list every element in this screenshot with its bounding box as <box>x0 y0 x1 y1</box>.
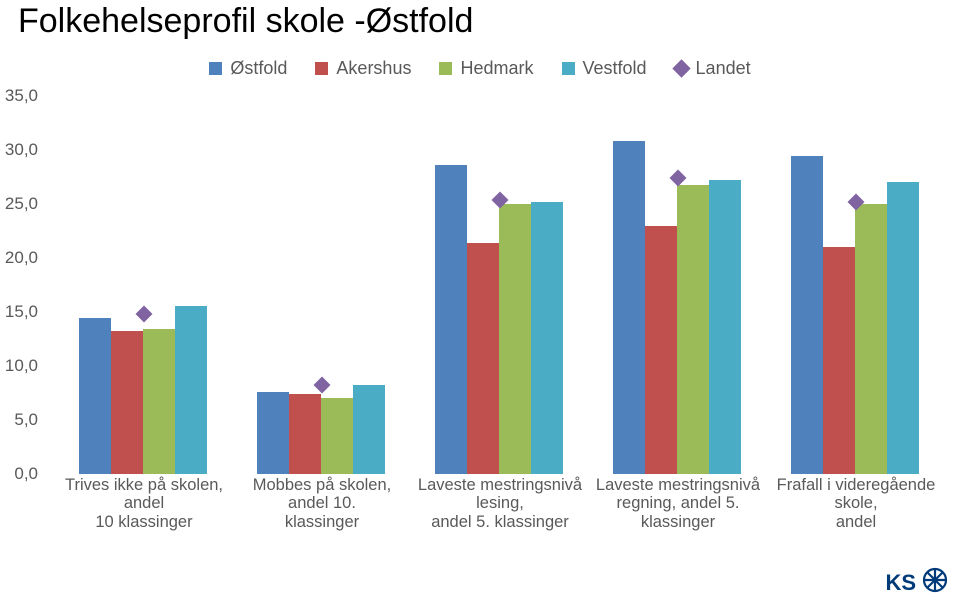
bar-cluster <box>791 96 921 474</box>
ks-logo-text: KS <box>885 570 916 596</box>
legend-swatch-icon <box>315 62 328 75</box>
bar <box>823 247 855 474</box>
landet-marker-icon <box>136 306 153 323</box>
bar-cluster <box>79 96 209 474</box>
legend-item: Hedmark <box>439 58 533 79</box>
y-tick-label: 15,0 <box>5 302 38 322</box>
legend-diamond-icon <box>672 59 690 77</box>
y-tick-label: 0,0 <box>14 464 38 484</box>
legend: Østfold Akershus Hedmark Vestfold Landet <box>0 58 960 79</box>
y-tick-label: 5,0 <box>14 410 38 430</box>
legend-item: Østfold <box>209 58 287 79</box>
x-category-label: Laveste mestringsnivåregning, andel 5. k… <box>589 476 767 531</box>
bar <box>79 318 111 474</box>
bar-cluster <box>435 96 565 474</box>
bar <box>887 182 919 474</box>
x-category-label: Mobbes på skolen, andel 10.klassinger <box>233 476 411 531</box>
bar <box>289 394 321 474</box>
page-title: Folkehelseprofil skole -Østfold <box>18 2 473 41</box>
y-tick-label: 25,0 <box>5 194 38 214</box>
x-category-label: Trives ikke på skolen, andel10 klassinge… <box>55 476 233 531</box>
bar <box>613 141 645 474</box>
y-tick-label: 35,0 <box>5 86 38 106</box>
bar <box>175 306 207 474</box>
x-category-label: Laveste mestringsnivå lesing,andel 5. kl… <box>411 476 589 531</box>
legend-label: Østfold <box>230 58 287 79</box>
bar-cluster <box>257 96 387 474</box>
plot-area <box>44 96 956 474</box>
legend-label: Akershus <box>336 58 411 79</box>
legend-swatch-icon <box>562 62 575 75</box>
bar <box>435 165 467 474</box>
bar <box>709 180 741 474</box>
x-axis: Trives ikke på skolen, andel10 klassinge… <box>44 476 956 516</box>
y-tick-label: 20,0 <box>5 248 38 268</box>
legend-item: Landet <box>675 58 751 79</box>
bar <box>111 331 143 474</box>
legend-label: Landet <box>696 58 751 79</box>
bar <box>645 226 677 474</box>
bar <box>677 185 709 474</box>
x-category-label: Frafall i videregående skole,andel <box>767 476 945 531</box>
legend-label: Hedmark <box>460 58 533 79</box>
bar-cluster <box>613 96 743 474</box>
legend-item: Vestfold <box>562 58 647 79</box>
bar <box>855 204 887 474</box>
bar <box>257 392 289 474</box>
ks-logo: KS <box>885 567 948 598</box>
legend-swatch-icon <box>439 62 452 75</box>
landet-marker-icon <box>314 377 331 394</box>
ks-logo-icon <box>922 567 948 598</box>
legend-label: Vestfold <box>583 58 647 79</box>
bar <box>499 204 531 474</box>
y-tick-label: 30,0 <box>5 140 38 160</box>
bar <box>531 202 563 474</box>
bar <box>353 385 385 474</box>
legend-swatch-icon <box>209 62 222 75</box>
bar <box>467 243 499 474</box>
y-tick-label: 10,0 <box>5 356 38 376</box>
bar-chart: 0,05,010,015,020,025,030,035,0 Trives ik… <box>0 96 960 516</box>
y-axis: 0,05,010,015,020,025,030,035,0 <box>0 96 44 474</box>
bar <box>791 156 823 474</box>
bar <box>143 329 175 474</box>
bar <box>321 398 353 474</box>
legend-item: Akershus <box>315 58 411 79</box>
